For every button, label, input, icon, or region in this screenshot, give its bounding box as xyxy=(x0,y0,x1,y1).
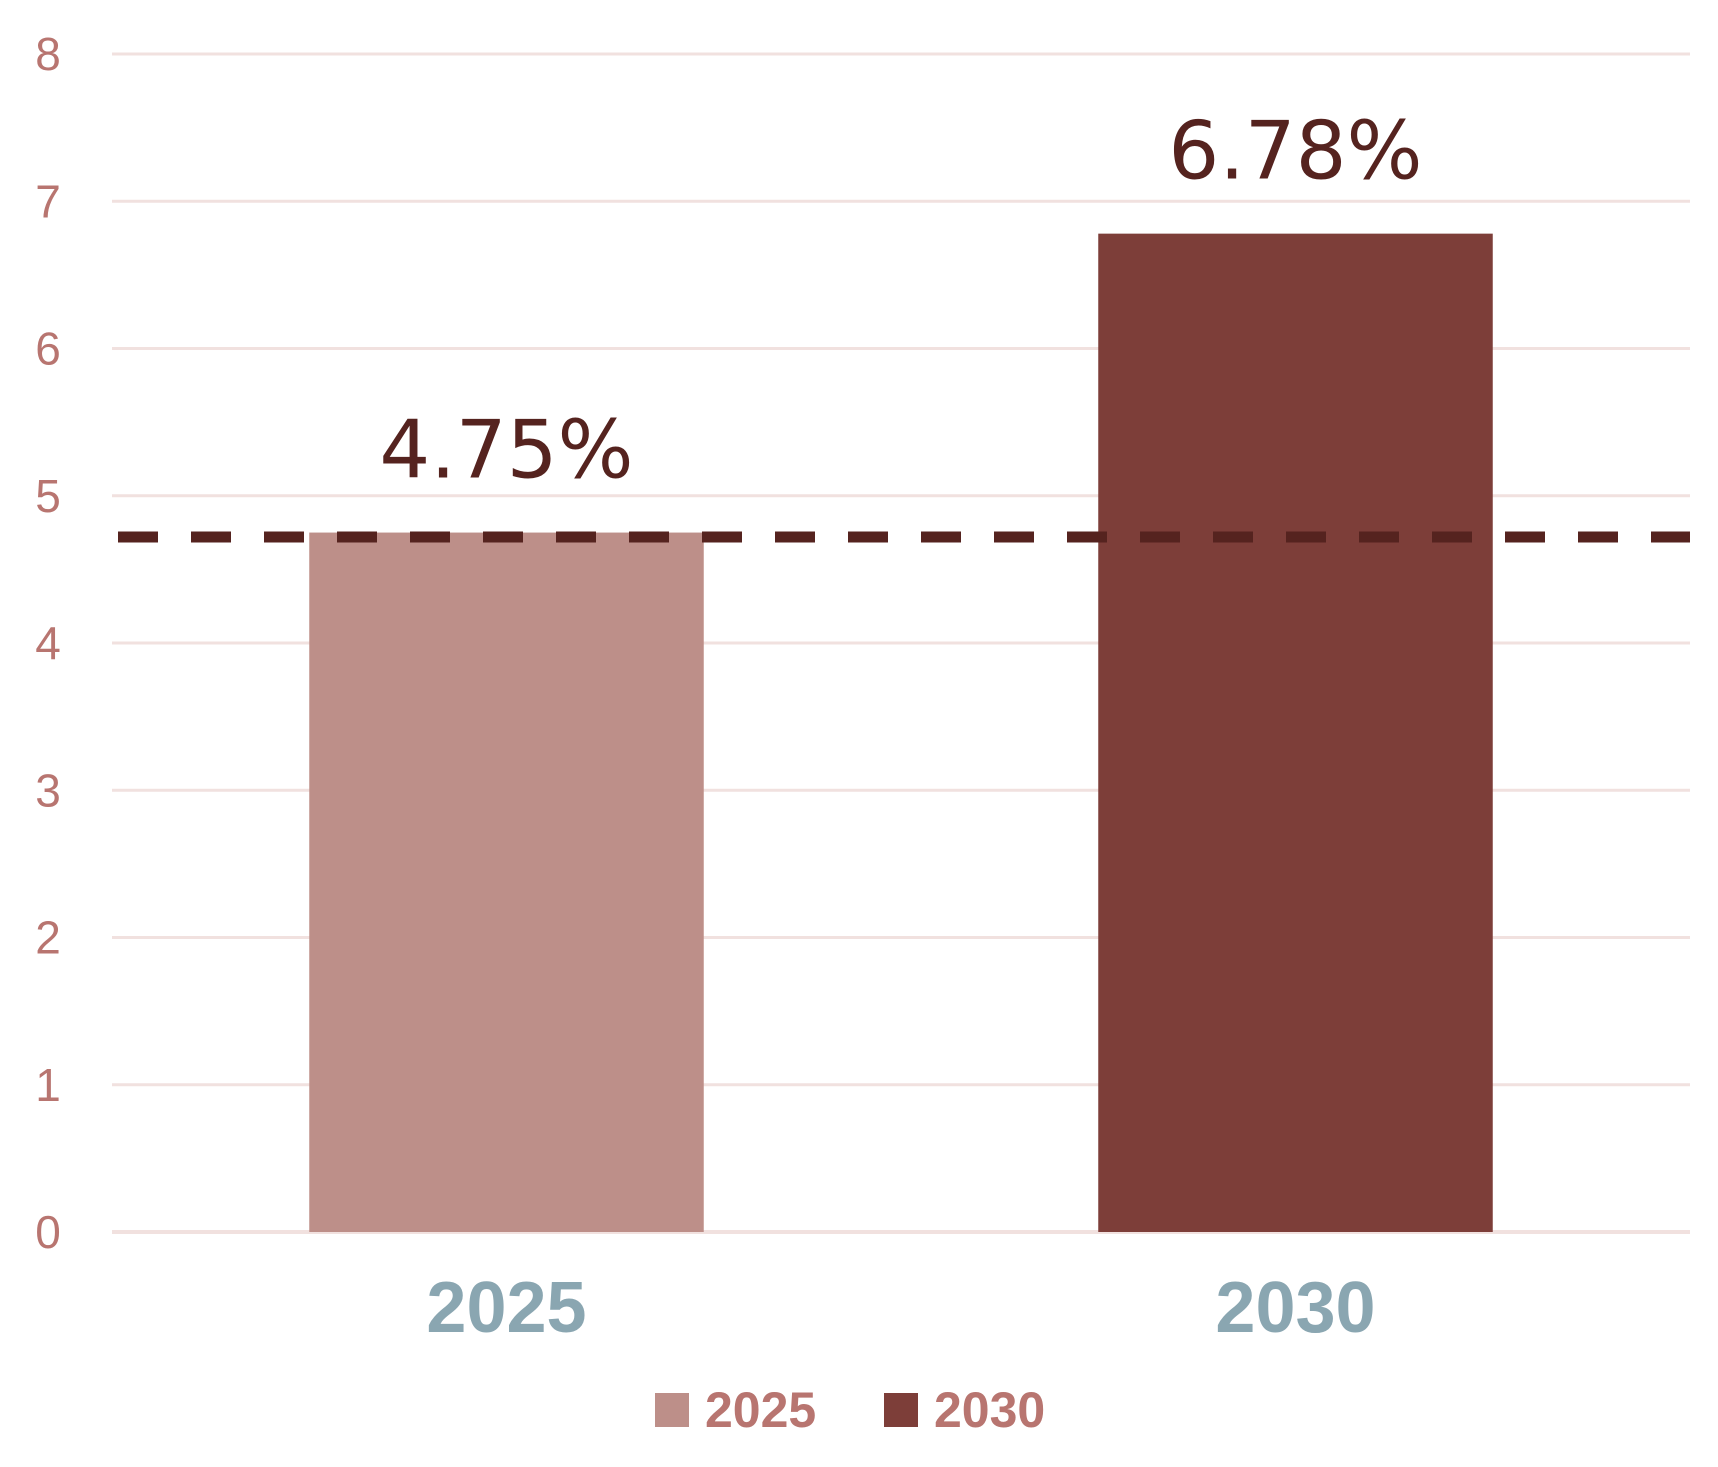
y-tick-label: 6 xyxy=(35,323,61,375)
legend-swatch xyxy=(655,1393,689,1427)
legend-swatch xyxy=(884,1393,918,1427)
y-axis-ticks: 0 1 2 3 4 5 6 7 8 xyxy=(35,28,61,1258)
data-labels: 4.75% 6.78% xyxy=(379,105,1422,497)
bars xyxy=(309,233,1493,1232)
data-label-2030: 6.78% xyxy=(1168,105,1422,198)
y-tick-label: 1 xyxy=(35,1059,61,1111)
legend[interactable]: 2025 2030 xyxy=(655,1382,1045,1438)
y-tick-label: 7 xyxy=(35,175,61,227)
x-tick-label: 2025 xyxy=(426,1268,586,1348)
y-tick-label: 3 xyxy=(35,764,61,816)
y-tick-label: 2 xyxy=(35,912,61,964)
legend-label[interactable]: 2025 xyxy=(705,1382,816,1438)
y-tick-label: 5 xyxy=(35,470,61,522)
x-tick-label: 2030 xyxy=(1215,1268,1375,1348)
data-label-2025: 4.75% xyxy=(379,404,633,497)
bar-2030[interactable] xyxy=(1098,233,1493,1232)
y-tick-label: 4 xyxy=(35,617,61,669)
legend-label[interactable]: 2030 xyxy=(934,1382,1045,1438)
y-tick-label: 0 xyxy=(35,1206,61,1258)
y-tick-label: 8 xyxy=(35,28,61,80)
bar-2025[interactable] xyxy=(309,532,704,1232)
x-axis-ticks: 2025 2030 xyxy=(426,1268,1375,1348)
